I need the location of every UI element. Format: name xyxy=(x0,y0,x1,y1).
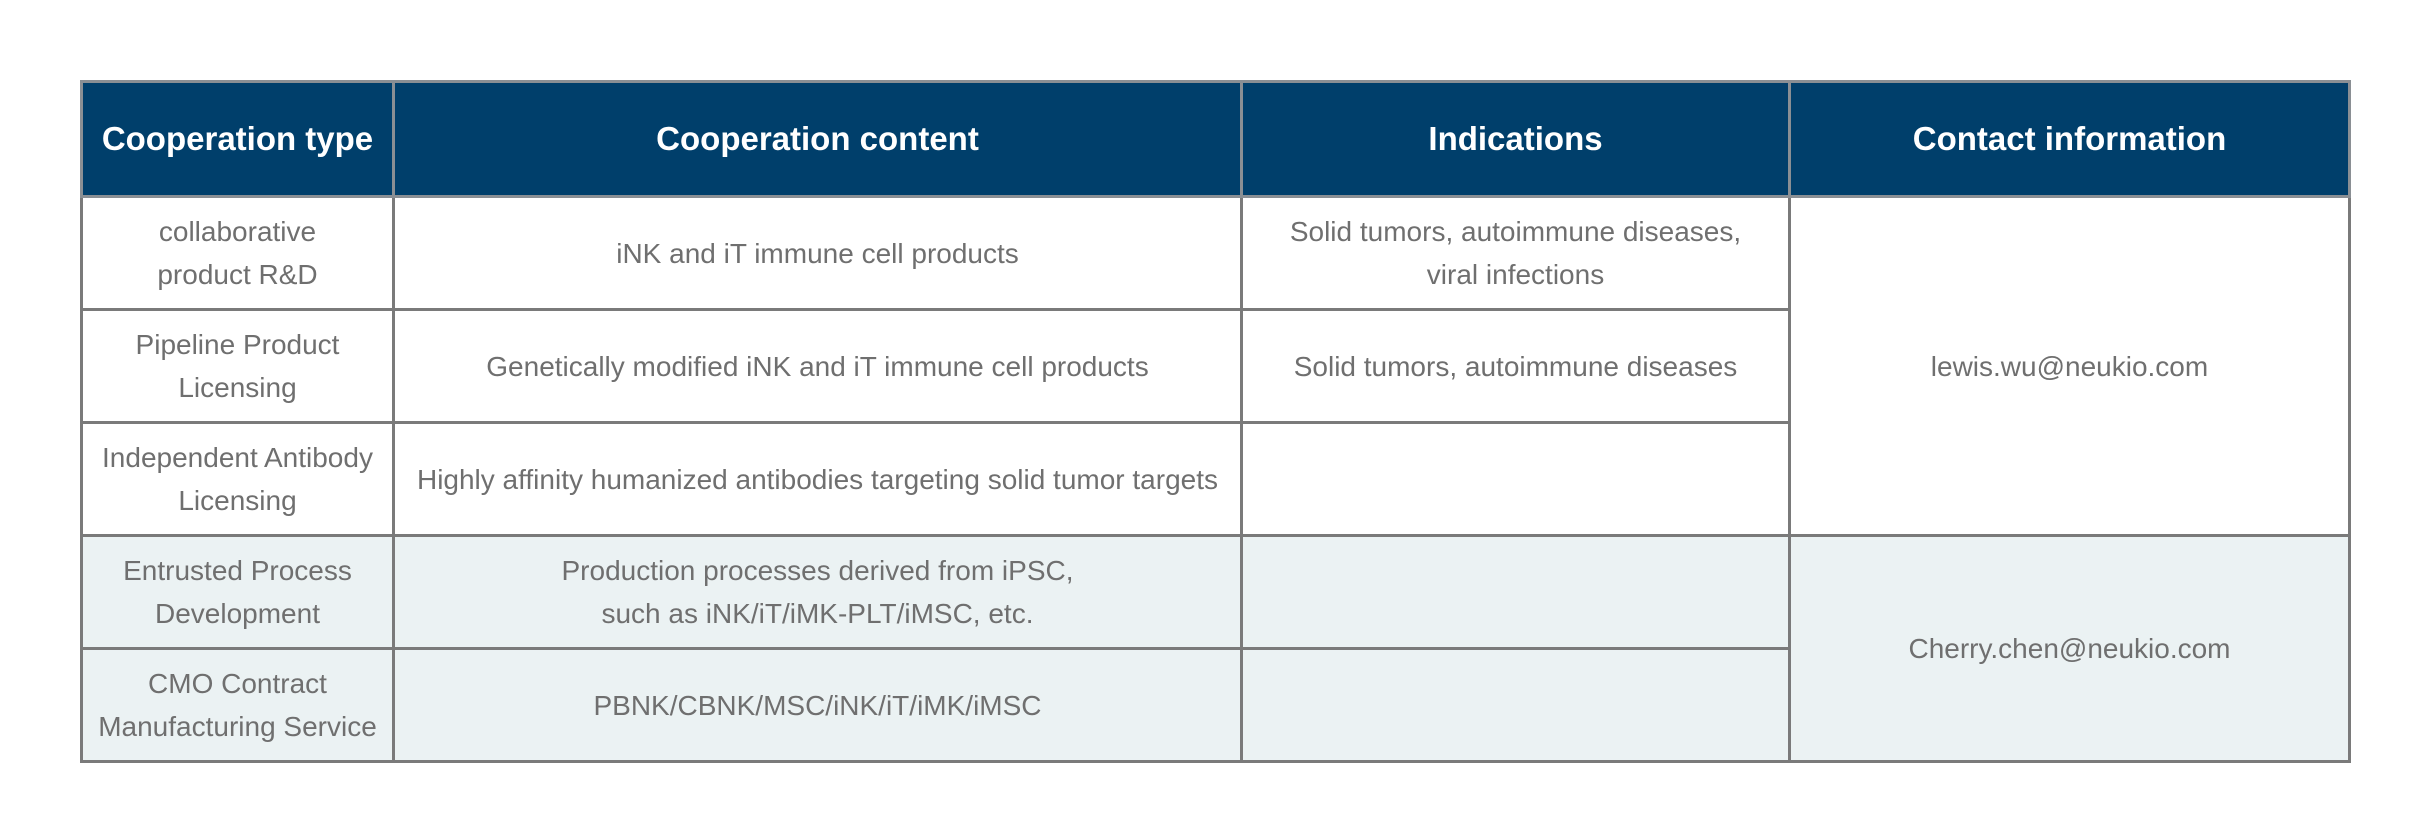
cooperation-content-cell: iNK and iT immune cell products xyxy=(392,195,1243,311)
indications-cell xyxy=(1240,534,1791,650)
cooperation-table: Cooperation type Cooperation content Ind… xyxy=(80,80,2351,763)
cooperation-type-cell: Entrusted Process Development xyxy=(80,534,395,650)
contact-email-cell[interactable]: Cherry.chen@neukio.com xyxy=(1788,534,2351,763)
table-row: Entrusted Process Development Production… xyxy=(80,534,2351,763)
cooperation-content-cell: PBNK/CBNK/MSC/iNK/iT/iMK/iMSC xyxy=(392,647,1243,763)
header-cooperation-content: Cooperation content xyxy=(392,80,1243,198)
table-row: Independent Antibody Licensing Highly af… xyxy=(80,421,2350,537)
header-cooperation-type: Cooperation type xyxy=(80,80,395,198)
cooperation-type-cell: Pipeline Product Licensing xyxy=(80,308,395,424)
cooperation-content-cell: Genetically modified iNK and iT immune c… xyxy=(392,308,1243,424)
header-contact-information: Contact information xyxy=(1788,80,2351,198)
header-indications: Indications xyxy=(1240,80,1791,198)
cooperation-table-container: Cooperation type Cooperation content Ind… xyxy=(80,80,2351,763)
indications-cell xyxy=(1240,421,1791,537)
contact-email-cell[interactable]: lewis.wu@neukio.com xyxy=(1788,195,2351,537)
cooperation-type-cell: Independent Antibody Licensing xyxy=(80,421,395,537)
cooperation-content-cell: Highly affinity humanized antibodies tar… xyxy=(392,421,1243,537)
cooperation-content-cell: Production processes derived from iPSC, … xyxy=(392,534,1243,650)
table-row: Pipeline Product Licensing Genetically m… xyxy=(80,308,2350,424)
table-row: CMO Contract Manufacturing Service PBNK/… xyxy=(80,647,2350,763)
table-row: collaborative product R&D iNK and iT imm… xyxy=(80,195,2351,537)
table-header-row: Cooperation type Cooperation content Ind… xyxy=(80,80,2351,198)
cooperation-type-cell: CMO Contract Manufacturing Service xyxy=(80,647,395,763)
indications-cell: Solid tumors, autoimmune diseases, viral… xyxy=(1240,195,1791,311)
indications-cell xyxy=(1240,647,1791,763)
cooperation-type-cell: collaborative product R&D xyxy=(80,195,395,311)
indications-cell: Solid tumors, autoimmune diseases xyxy=(1240,308,1791,424)
